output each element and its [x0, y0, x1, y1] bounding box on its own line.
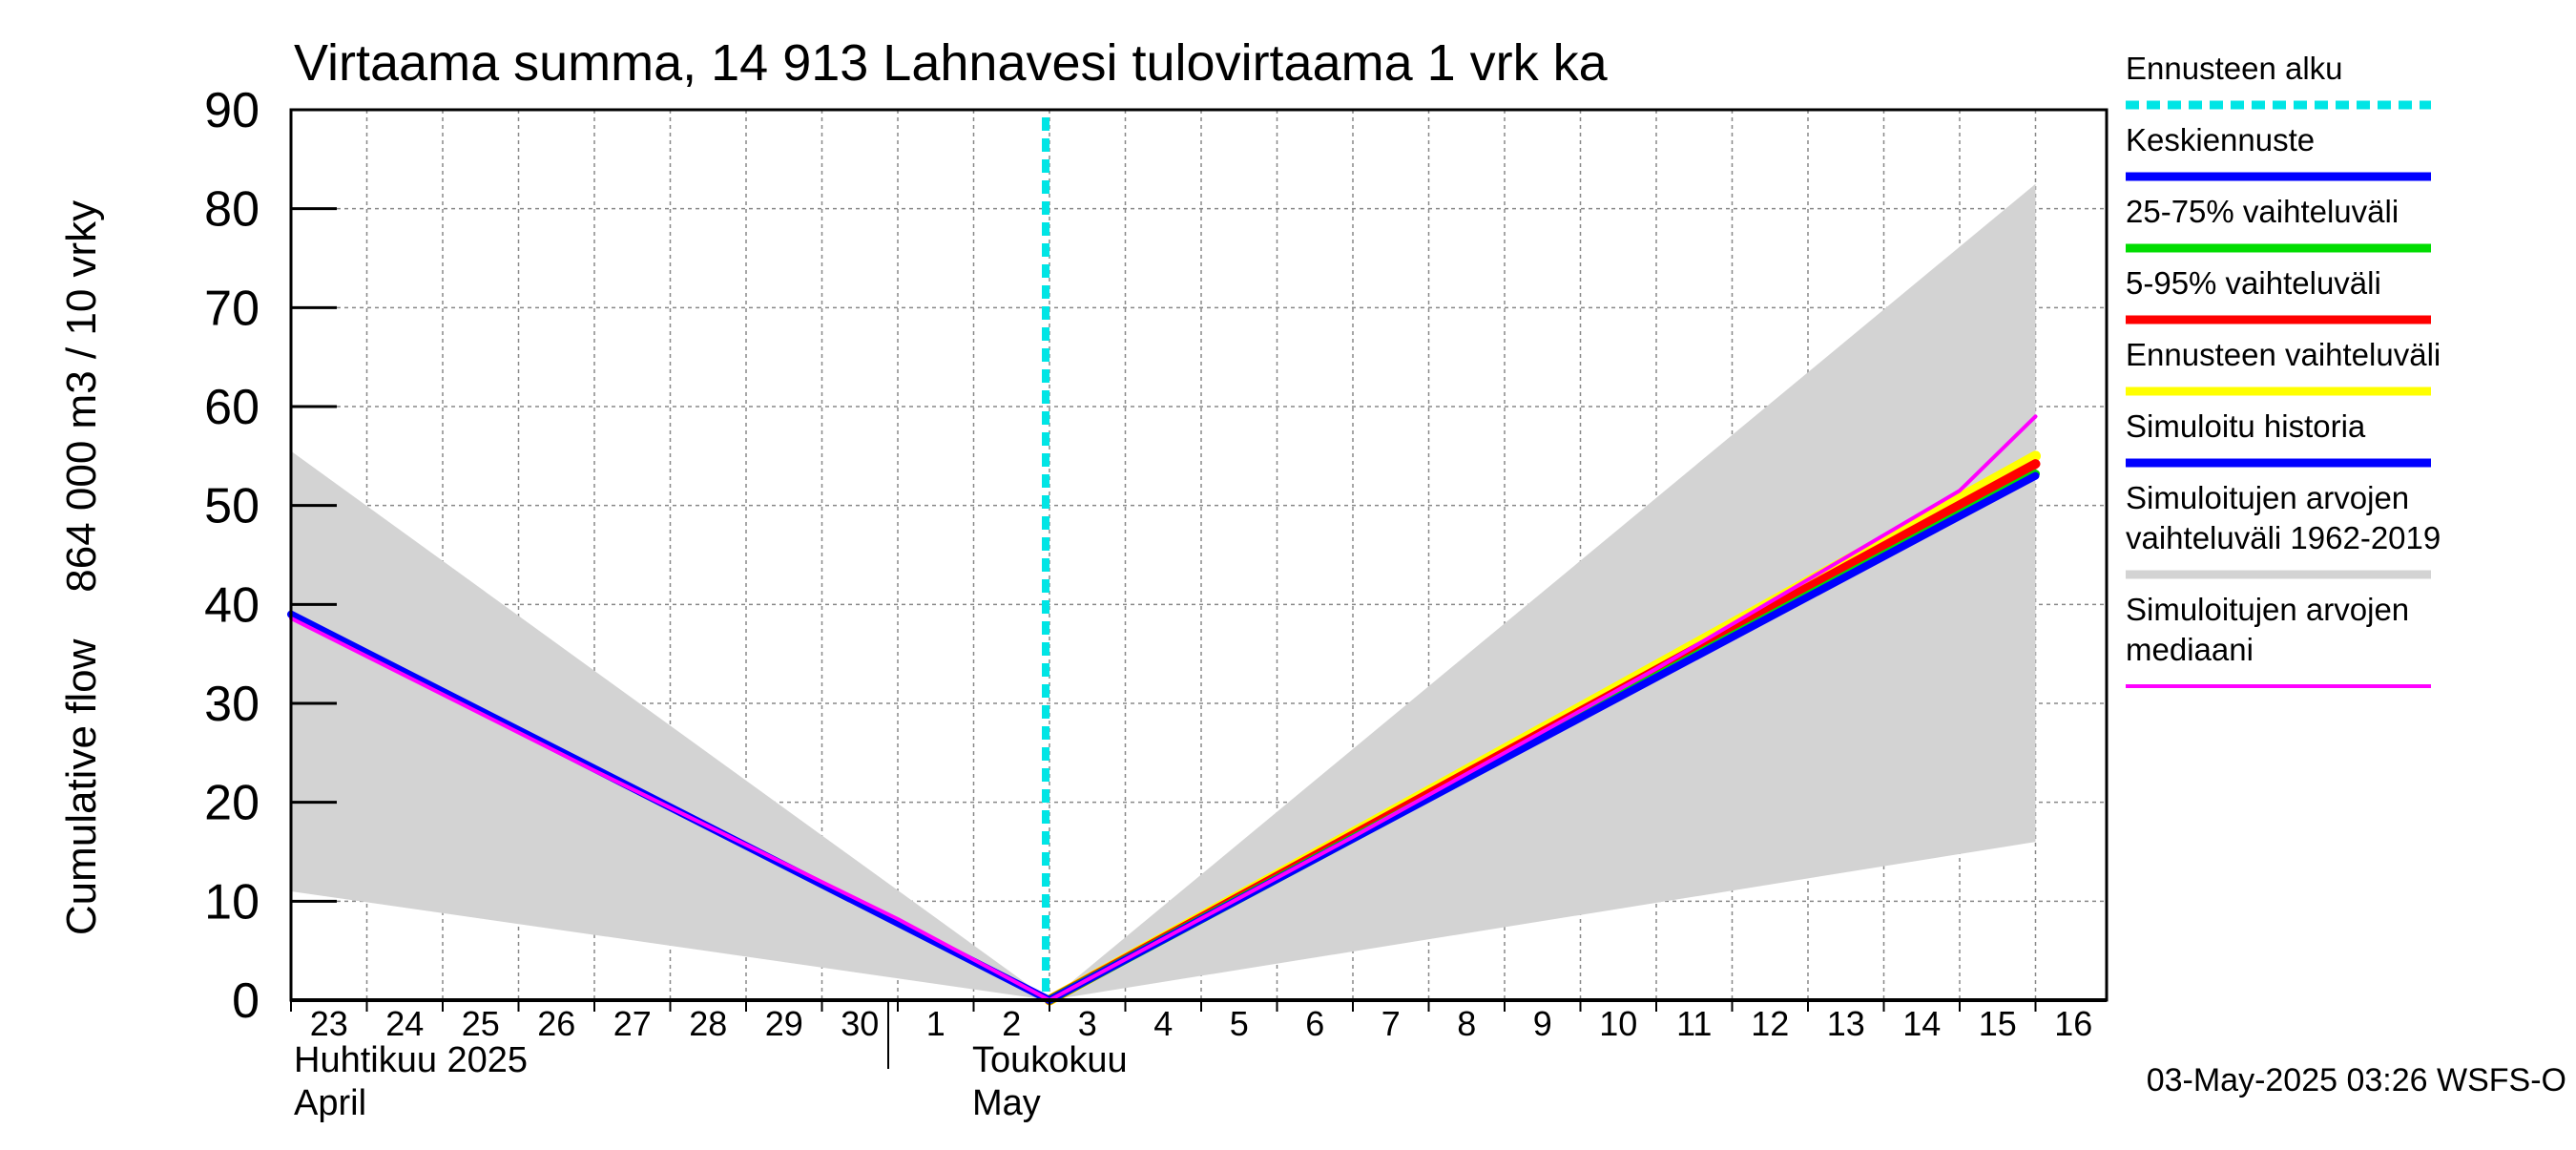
x-tick-label: 3: [1078, 1004, 1097, 1043]
x-tick-label: 16: [2054, 1004, 2092, 1043]
x-tick-label: 11: [1676, 1004, 1712, 1043]
x-tick-label: 12: [1751, 1004, 1789, 1043]
y-tick-label: 50: [204, 479, 260, 534]
x-tick-label: 25: [462, 1004, 500, 1043]
x-tick-label: 9: [1533, 1004, 1552, 1043]
legend-label: Ennusteen alku: [2126, 51, 2343, 86]
y-tick-label: 20: [204, 776, 260, 831]
y-axis-label: Cumulative flow 864 000 m3 / 10 vrky: [58, 200, 105, 935]
legend-label: Simuloitujen arvojen: [2126, 592, 2409, 627]
month-label-fi: Toukokuu: [972, 1040, 1128, 1080]
x-tick-label: 30: [841, 1004, 879, 1043]
y-tick-label: 10: [204, 874, 260, 930]
chart-title: Virtaama summa, 14 913 Lahnavesi tulovir…: [294, 34, 1609, 92]
x-tick-label: 2: [1002, 1004, 1021, 1043]
month-label-fi: Huhtikuu 2025: [294, 1040, 528, 1080]
timestamp: 03-May-2025 03:26 WSFS-O: [2147, 1062, 2566, 1098]
legend-label: Simuloitu historia: [2126, 408, 2366, 444]
legend: Ennusteen alku Keskiennuste 25-75% vaihtel…: [2126, 51, 2441, 688]
month-label-en: May: [972, 1083, 1041, 1123]
x-tick-label: 14: [1902, 1004, 1941, 1043]
y-tick-label: 60: [204, 380, 260, 435]
x-tick-label: 5: [1230, 1004, 1249, 1043]
x-tick-label: 28: [689, 1004, 727, 1043]
legend-label: Keskiennuste: [2126, 122, 2315, 157]
x-tick-label: 24: [385, 1004, 424, 1043]
x-tick-label: 23: [310, 1004, 348, 1043]
legend-label: 5-95% vaihteluväli: [2126, 265, 2381, 301]
legend-label: vaihteluväli 1962-2019: [2126, 520, 2441, 555]
x-tick-label: 8: [1457, 1004, 1476, 1043]
y-tick-label: 90: [204, 83, 260, 138]
month-label-en: April: [294, 1083, 366, 1123]
legend-label: Simuloitujen arvojen: [2126, 480, 2409, 515]
y-tick-label: 40: [204, 577, 260, 633]
legend-label: mediaani: [2126, 632, 2254, 667]
x-tick-label: 10: [1599, 1004, 1637, 1043]
y-tick-label: 80: [204, 182, 260, 238]
series-simuloitujen-arvojen-mediaani: [289, 414, 2038, 1002]
x-tick-label: 13: [1827, 1004, 1865, 1043]
x-tick-label: 26: [537, 1004, 575, 1043]
legend-label: 25-75% vaihteluväli: [2126, 194, 2399, 229]
y-tick-label: 30: [204, 677, 260, 732]
legend-label: Ennusteen vaihteluväli: [2126, 337, 2441, 372]
x-tick-label: 7: [1381, 1004, 1401, 1043]
y-tick-label: 70: [204, 281, 260, 336]
x-tick-label: 6: [1305, 1004, 1324, 1043]
x-tick-label: 29: [765, 1004, 803, 1043]
x-tick-label: 1: [926, 1004, 945, 1043]
x-tick-label: 15: [1979, 1004, 2017, 1043]
plot-area: [287, 110, 2107, 1006]
x-tick-label: 4: [1153, 1004, 1173, 1043]
y-tick-label: 0: [232, 973, 260, 1029]
x-tick-label: 27: [613, 1004, 652, 1043]
historical-range-band: [291, 183, 2036, 1000]
